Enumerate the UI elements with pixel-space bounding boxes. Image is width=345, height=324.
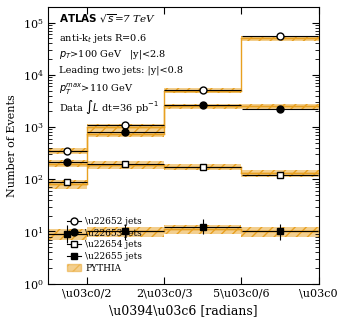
Text: $p_T^{max}$>110 GeV: $p_T^{max}$>110 GeV <box>59 82 134 97</box>
Text: Data $\int$$L$ dt=36 pb$^{-1}$: Data $\int$$L$ dt=36 pb$^{-1}$ <box>59 98 159 116</box>
Text: $\bf{ATLAS}$ $\sqrt{s}$=7 TeV: $\bf{ATLAS}$ $\sqrt{s}$=7 TeV <box>59 13 156 25</box>
Text: anti-k$_t$ jets R=0.6: anti-k$_t$ jets R=0.6 <box>59 32 147 45</box>
Legend: \u22652 jets, \u22653 jets, \u22654 jets, \u22655 jets, PYTHIA: \u22652 jets, \u22653 jets, \u22654 jets… <box>63 213 146 276</box>
X-axis label: \u0394\u03c6 [radians]: \u0394\u03c6 [radians] <box>109 304 258 317</box>
Text: $p_T$>100 GeV   |y|<2.8: $p_T$>100 GeV |y|<2.8 <box>59 49 166 62</box>
Text: Leading two jets: |y|<0.8: Leading two jets: |y|<0.8 <box>59 65 183 75</box>
Y-axis label: Number of Events: Number of Events <box>7 94 17 197</box>
